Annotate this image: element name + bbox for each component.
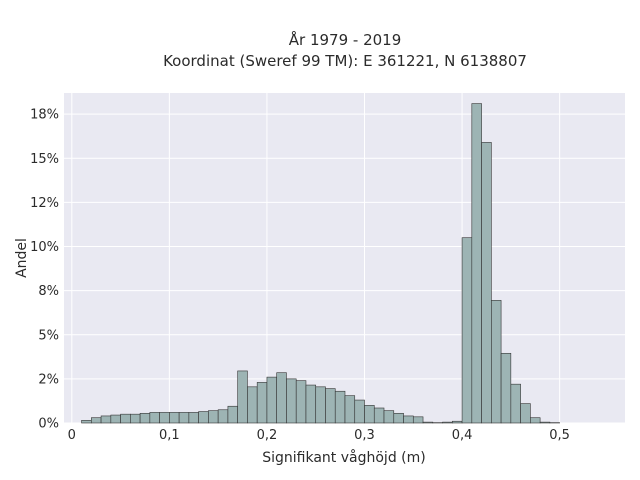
y-tick-label: 5% [38, 328, 59, 343]
histogram-bar [520, 403, 531, 424]
histogram-bar [237, 370, 248, 424]
y-axis-label: Andel [14, 238, 30, 278]
histogram-bar [295, 380, 307, 424]
histogram-bar [491, 300, 502, 424]
histogram-bar [305, 384, 317, 424]
histogram-bar [91, 417, 102, 424]
x-tick-label: 0,3 [354, 428, 375, 443]
histogram-bar [149, 412, 160, 424]
histogram-bar [217, 409, 229, 424]
histogram-bar [227, 405, 238, 424]
histogram-bar [452, 420, 463, 424]
histogram-bar [100, 415, 112, 424]
histogram-bar [266, 376, 277, 424]
histogram-bar [334, 390, 346, 424]
y-tick-label: 18% [30, 108, 59, 123]
histogram-bar [412, 416, 424, 424]
histogram-bar [139, 412, 151, 424]
y-tick-label: 10% [30, 240, 59, 255]
y-tick-label: 8% [38, 284, 59, 299]
histogram-bar [393, 412, 404, 424]
histogram-bar [530, 417, 541, 424]
histogram-bar [500, 352, 512, 424]
histogram-bar [120, 413, 131, 424]
y-tick-labels: 0% 2% 5% 8% 10% 12% 15% 18% [30, 108, 59, 432]
histogram-bar [344, 395, 356, 424]
histogram-bar [461, 237, 473, 424]
bars [81, 103, 560, 424]
histogram-bar [383, 410, 395, 424]
x-tick-label: 0,5 [549, 428, 570, 443]
histogram-bar [403, 415, 414, 424]
y-tick-label: 2% [38, 372, 59, 387]
histogram-bar [373, 407, 385, 424]
histogram-bar [198, 411, 209, 424]
plot-area [64, 93, 625, 423]
histogram-bar [276, 372, 287, 424]
x-tick-label: 0,2 [257, 428, 278, 443]
histogram-bar [471, 103, 482, 424]
histogram-bar [208, 410, 219, 424]
histogram-bar [188, 412, 199, 424]
histogram-bar [110, 414, 121, 424]
chart-title-line1: År 1979 - 2019 [289, 30, 402, 49]
histogram-bar [169, 412, 180, 424]
histogram-bar [315, 386, 326, 424]
histogram-bar [247, 386, 258, 424]
histogram-bar [422, 421, 434, 424]
chart-title-line2: Koordinat (Sweref 99 TM): E 361221, N 61… [163, 52, 527, 70]
x-tick-labels: 0 0,1 0,2 0,3 0,4 0,5 [68, 428, 570, 443]
histogram-bar [442, 421, 453, 424]
y-tick-label: 15% [30, 152, 59, 167]
x-tick-label: 0,4 [452, 428, 473, 443]
histogram-bar [81, 420, 92, 424]
histogram-bar [130, 413, 141, 424]
x-tick-label: 0 [68, 428, 76, 443]
histogram-bar [510, 383, 521, 424]
histogram-bar [539, 421, 551, 424]
grid-lines [64, 93, 625, 424]
histogram-bar [159, 412, 170, 424]
y-tick-label: 0% [38, 417, 59, 432]
x-axis-label: Signifikant våghöjd (m) [262, 449, 425, 466]
histogram-bar [325, 388, 336, 424]
histogram-bar [354, 399, 365, 424]
histogram-bar [481, 142, 492, 424]
histogram-bar [364, 405, 375, 424]
histogram-bar [178, 412, 190, 424]
histogram-bar [256, 382, 268, 424]
y-tick-label: 12% [30, 196, 59, 211]
x-tick-label: 0,1 [159, 428, 180, 443]
histogram-bar [286, 378, 297, 424]
